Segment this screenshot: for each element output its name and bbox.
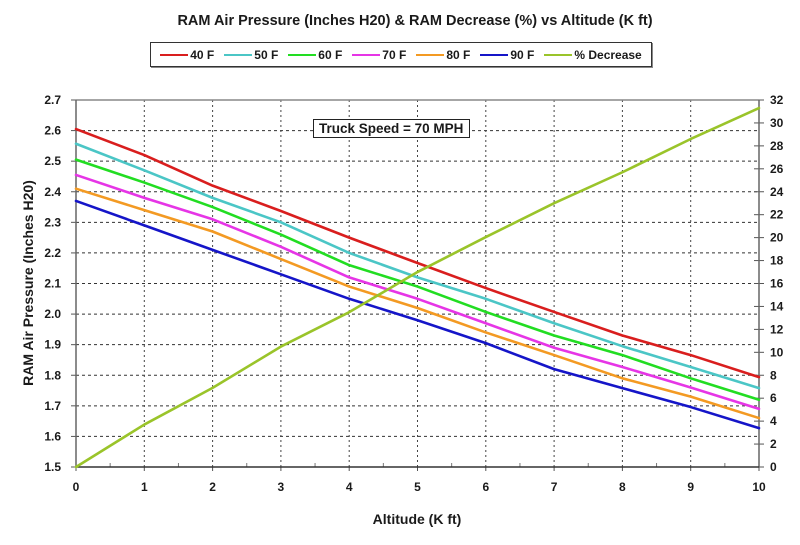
- y2-tick-label: 12: [770, 322, 784, 336]
- y2-tick-label: 8: [770, 368, 777, 382]
- y2-tick-label: 22: [770, 208, 784, 222]
- y-tick-label: 1.8: [44, 368, 61, 382]
- y2-tick-label: 24: [770, 185, 784, 199]
- chart-title: RAM Air Pressure (Inches H20) & RAM Decr…: [177, 13, 653, 29]
- y2-tick-label: 14: [770, 299, 784, 313]
- tick-labels: 1.5 1.6 1.7 1.8 1.9 2.0 2.1 2.2 2.3 2.4 2.5 2.6 2.7 0…: [44, 93, 783, 494]
- x-tick-label: 6: [482, 480, 489, 494]
- legend-label: % Decrease: [574, 47, 642, 62]
- series-line-decrease: [74, 106, 761, 469]
- y2-tick-label: 26: [770, 162, 784, 176]
- y2-tick-label: 18: [770, 254, 784, 268]
- y2-tick-label: 10: [770, 345, 784, 359]
- legend-swatch: [224, 53, 253, 56]
- series-line-40-f: [74, 127, 761, 379]
- y2-tick-label: 32: [770, 93, 784, 107]
- y2-tick-label: 2: [770, 437, 777, 451]
- annotation-truck-speed: Truck Speed = 70 MPH: [313, 119, 471, 138]
- series-line-60-f: [74, 158, 761, 402]
- legend-label: 60 F: [318, 47, 343, 62]
- y-tick-label: 2.3: [44, 215, 61, 229]
- y-tick-label: 2.0: [44, 307, 61, 321]
- series-line-50-f: [74, 142, 761, 390]
- y-tick-label: 2.6: [44, 124, 61, 138]
- x-tick-label: 10: [752, 480, 766, 494]
- legend-label: 40 F: [190, 47, 215, 62]
- y-tick-label: 1.6: [44, 429, 61, 443]
- legend-item-40-f: 40 F: [160, 48, 214, 62]
- legend-item-90-f: 90 F: [480, 48, 534, 62]
- y-tick-label: 2.4: [44, 185, 61, 199]
- y2-tick-label: 20: [770, 231, 784, 245]
- x-tick-label: 9: [687, 480, 694, 494]
- axes: [71, 99, 764, 471]
- series-line-70-f: [74, 173, 761, 411]
- x-tick-label: 1: [141, 480, 148, 494]
- legend-item-decrease: % Decrease: [544, 47, 642, 62]
- series-line-90-f: [74, 199, 761, 430]
- y2-tick-label: 4: [770, 414, 777, 428]
- legend-item-50-f: 50 F: [224, 48, 278, 62]
- y-tick-label: 2.7: [44, 93, 61, 107]
- legend-swatch: [160, 53, 189, 56]
- y-axis-title: RAM Air Pressure (Inches H20): [20, 180, 36, 386]
- y2-tick-label: 28: [770, 139, 784, 153]
- y-tick-label: 1.9: [44, 338, 61, 352]
- legend-swatch: [544, 53, 573, 56]
- legend-item-70-f: 70 F: [352, 48, 406, 62]
- legend-swatch: [352, 53, 381, 56]
- y-tick-label: 2.1: [44, 277, 61, 291]
- y-tick-label: 2.2: [44, 246, 61, 260]
- legend-swatch: [416, 53, 445, 56]
- legend: 40 F 50 F 60 F 70 F 80 F 90 F % Decrease: [150, 42, 652, 67]
- y-tick-label: 2.5: [44, 154, 61, 168]
- legend-label: 90 F: [510, 47, 535, 62]
- x-tick-label: 7: [551, 480, 558, 494]
- y2-tick-label: 16: [770, 277, 784, 291]
- legend-swatch: [480, 53, 509, 56]
- y-tick-label: 1.7: [44, 399, 61, 413]
- x-axis-title: Altitude (K ft): [373, 511, 462, 527]
- x-tick-label: 3: [278, 480, 285, 494]
- legend-label: 70 F: [382, 47, 407, 62]
- x-tick-label: 5: [414, 480, 421, 494]
- x-tick-label: 4: [346, 480, 353, 494]
- series-lines: [74, 106, 761, 469]
- legend-item-80-f: 80 F: [416, 48, 470, 62]
- gridlines: [76, 100, 759, 467]
- y2-tick-label: 0: [770, 460, 777, 474]
- series-line-80-f: [74, 187, 761, 420]
- x-tick-label: 2: [209, 480, 216, 494]
- y2-tick-label: 30: [770, 116, 784, 130]
- legend-label: 80 F: [446, 47, 471, 62]
- x-tick-label: 0: [73, 480, 80, 494]
- y2-tick-label: 6: [770, 391, 777, 405]
- legend-label: 50 F: [254, 47, 279, 62]
- legend-item-60-f: 60 F: [288, 48, 342, 62]
- y-tick-label: 1.5: [44, 460, 61, 474]
- x-tick-label: 8: [619, 480, 626, 494]
- legend-swatch: [288, 53, 317, 56]
